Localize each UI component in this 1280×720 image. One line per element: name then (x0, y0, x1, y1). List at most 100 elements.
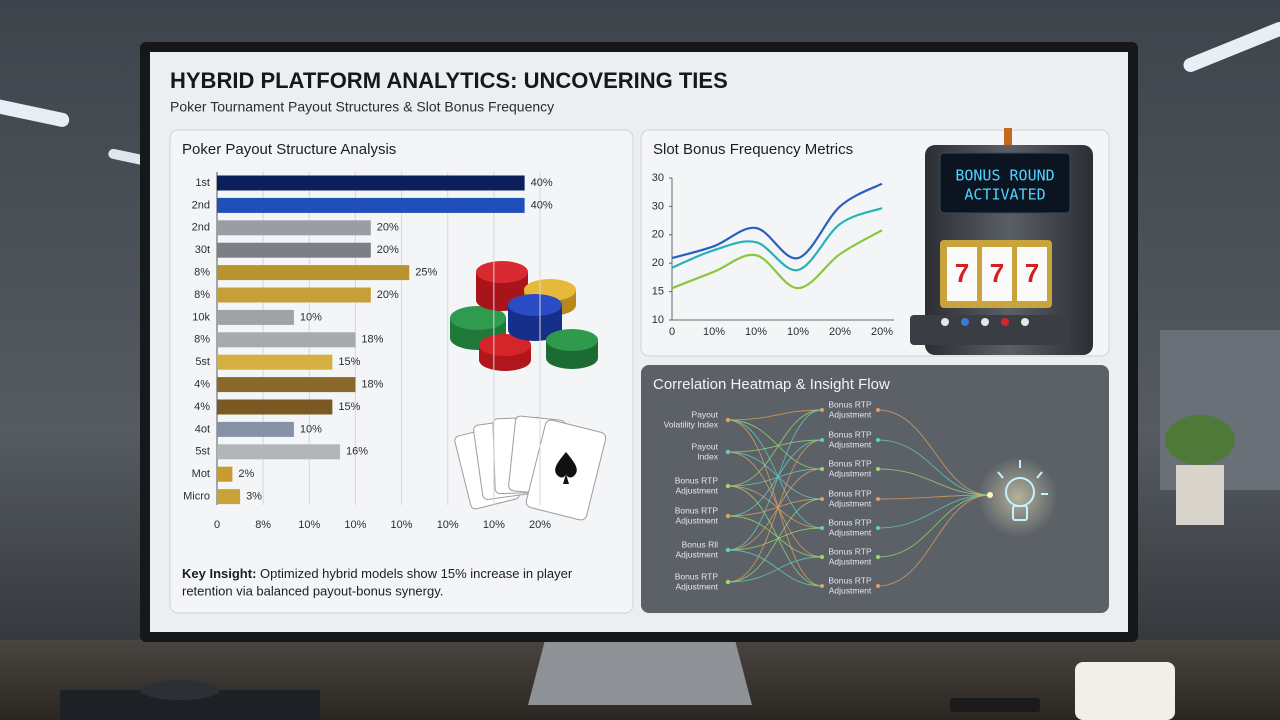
x-tick-label: 10% (703, 326, 725, 338)
bar (217, 354, 333, 370)
slot-display: BONUS ROUND (955, 167, 1054, 185)
flow-link (727, 451, 823, 500)
x-tick-label: 10% (745, 326, 767, 338)
flow-input-label: Adjustment (675, 515, 718, 525)
slot-machine: BONUS ROUND ACTIVATED 7 7 7 (910, 128, 1093, 355)
value-label: 15% (338, 401, 360, 413)
y-tick-label: 4ot (195, 423, 210, 435)
bar (217, 332, 356, 348)
flow-node (725, 483, 731, 489)
flow-link (877, 494, 991, 587)
coffee-cup (1075, 662, 1175, 720)
flow-link (727, 439, 823, 517)
y-tick-label: 15 (652, 286, 664, 298)
series-line (671, 182, 883, 260)
bar (217, 287, 371, 303)
insight-line: Key Insight: Optimized hybrid models sho… (182, 566, 573, 581)
flow-node (876, 584, 880, 588)
y-tick-label: 30 (652, 200, 664, 212)
x-tick-label: 10% (391, 519, 413, 531)
flow-node (820, 408, 824, 412)
plant (1165, 415, 1235, 465)
flow-link (877, 494, 991, 500)
bar (217, 197, 525, 213)
flow-link (727, 409, 823, 551)
value-label: 15% (338, 356, 360, 368)
slot-display: ACTIVATED (964, 186, 1045, 204)
flow-link (727, 439, 823, 583)
flow-link (727, 419, 823, 587)
y-tick-label: 20 (652, 257, 664, 269)
flow-output-label: Adjustment (829, 439, 872, 449)
flow-node (876, 467, 880, 471)
flow-title: Correlation Heatmap & Insight Flow (653, 376, 890, 393)
flow-node (725, 547, 731, 553)
dashboard-title: HYBRID PLATFORM ANALYTICS: UNCOVERING TI… (170, 68, 728, 93)
flow-input-label: Adjustment (675, 581, 718, 591)
slot-reel: 7 (990, 258, 1004, 288)
flow-node (725, 449, 731, 455)
slot-reel: 7 (955, 258, 969, 288)
flow-link (727, 419, 823, 470)
phone (950, 698, 1040, 712)
flow-output-label: Bonus RTP (828, 488, 872, 498)
flow-node (876, 438, 880, 442)
series-line (671, 229, 883, 290)
bar (217, 175, 525, 191)
flow-node (876, 526, 880, 530)
flow-node (820, 555, 824, 559)
flow-link (727, 409, 823, 421)
y-tick-label: Mot (192, 468, 210, 480)
value-label: 20% (377, 289, 399, 301)
y-tick-label: 4% (194, 379, 210, 391)
flow-node (820, 467, 824, 471)
flow-input-label: Payout (692, 441, 719, 451)
y-tick-label: 2nd (192, 199, 210, 211)
value-label: 20% (377, 222, 399, 234)
value-label: 40% (531, 199, 553, 211)
flow-node (820, 526, 824, 530)
flow-node (876, 497, 880, 501)
chart-title: Poker Payout Structure Analysis (182, 141, 396, 158)
y-tick-label: 30t (195, 244, 210, 256)
x-tick-label: 20% (529, 519, 551, 531)
flow-output-label: Bonus RTP (828, 517, 872, 527)
flow-link (877, 468, 991, 496)
insight-bulb (978, 457, 1058, 537)
value-label: 20% (377, 244, 399, 256)
flow-panel (641, 365, 1109, 613)
ceiling-light (108, 148, 148, 166)
bar (217, 489, 241, 505)
flow-input-label: Volatility Index (664, 419, 719, 429)
mouse (140, 680, 220, 700)
value-label: 16% (346, 446, 368, 458)
flow-output-label: Adjustment (829, 498, 872, 508)
poker-chips (450, 261, 598, 371)
flow-output-label: Bonus RTP (828, 429, 872, 439)
flow-node (876, 555, 880, 559)
monitor-stand (528, 640, 752, 705)
insight-text: Optimized hybrid models show 15% increas… (260, 566, 573, 581)
bar (217, 242, 371, 258)
flow-link (727, 556, 823, 583)
flow-input-label: Bonus RTP (675, 475, 719, 485)
x-tick-label: 20% (871, 326, 893, 338)
bar (217, 399, 333, 415)
flow-link (877, 494, 991, 529)
flow-output-label: Adjustment (829, 585, 872, 595)
flow-link (727, 549, 823, 587)
flow-node (725, 579, 731, 585)
flow-link (727, 485, 823, 529)
x-tick-label: 10% (483, 519, 505, 531)
y-tick-label: 10k (192, 311, 210, 323)
flow-link (727, 451, 823, 558)
playing-cards (454, 415, 607, 521)
flow-output-label: Bonus RTP (828, 399, 872, 409)
y-tick-label: 4% (194, 401, 210, 413)
y-tick-label: 20 (652, 229, 664, 241)
value-label: 18% (361, 334, 383, 346)
flow-node (820, 584, 824, 588)
flow-link (727, 468, 823, 551)
